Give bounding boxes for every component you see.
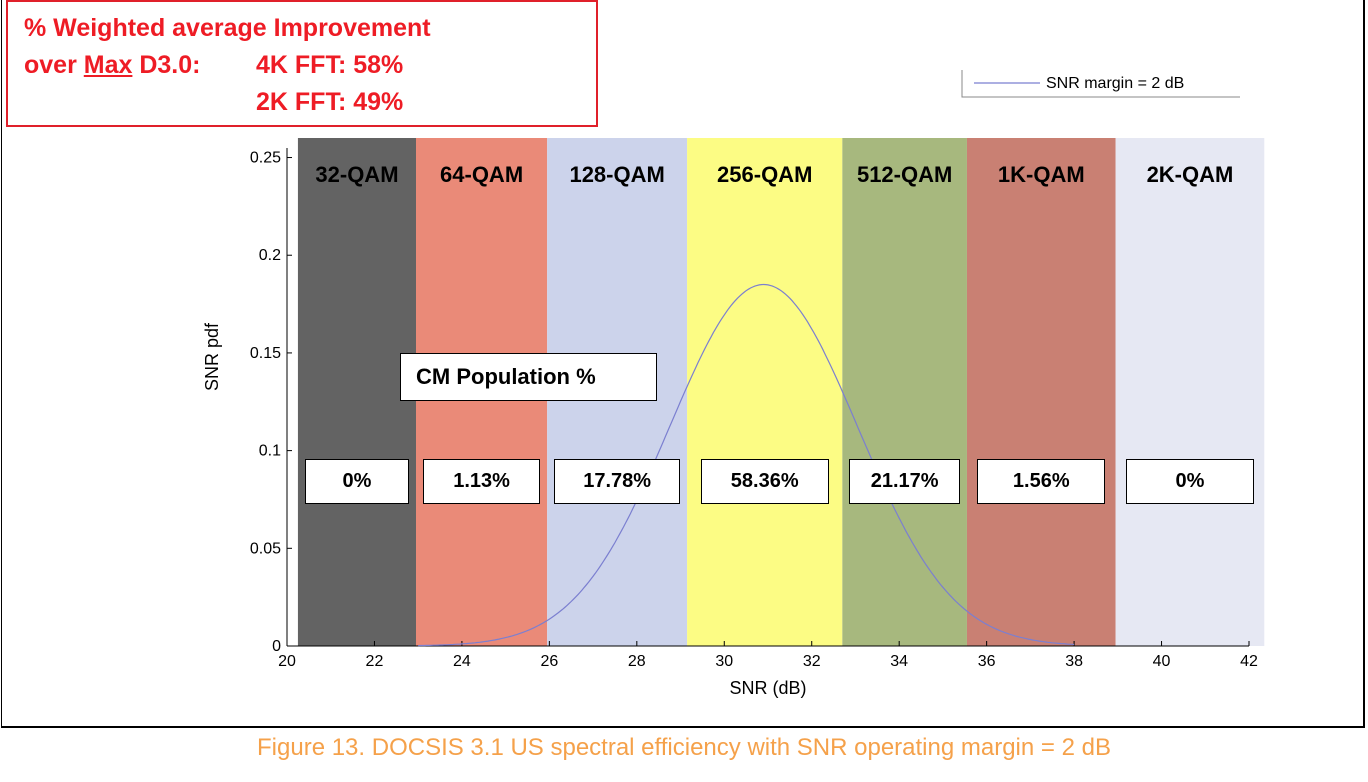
- x-tick-label: 20: [278, 653, 296, 670]
- modulation-bands: [297, 138, 1265, 646]
- band-1k-qam: [966, 138, 1116, 646]
- x-tick-label: 34: [890, 653, 908, 670]
- y-tick-label: 0.25: [250, 150, 281, 167]
- band-label: 256-QAM: [717, 162, 813, 187]
- axes: 20 22 24 26 28 30 32 34 36 38 40 42 0 0.05 0.1 0.15 0.2 0…: [202, 148, 1258, 698]
- x-tick-label: 26: [540, 653, 558, 670]
- x-tick-label: 32: [803, 653, 821, 670]
- y-tick-label: 0.05: [250, 540, 281, 557]
- percent-box: 58.36%: [700, 459, 829, 504]
- y-tick-label: 0.15: [250, 345, 281, 362]
- band-label: 64-QAM: [440, 162, 524, 187]
- y-tick-label: 0.2: [259, 247, 281, 264]
- y-tick-label: 0.1: [259, 443, 281, 460]
- curve-layer: [418, 283, 1075, 647]
- band-label: 128-QAM: [569, 162, 665, 187]
- callout-line1: % Weighted average Improvement: [24, 14, 431, 42]
- legend: SNR margin = 2 dB: [961, 70, 1240, 98]
- x-axis-label: SNR (dB): [729, 678, 806, 698]
- band-32-qam: [297, 138, 416, 646]
- band-label: 1K-QAM: [997, 162, 1085, 187]
- percent-box: 21.17%: [849, 459, 960, 504]
- x-tick-label: 30: [715, 653, 733, 670]
- x-tick-label: 28: [628, 653, 646, 670]
- snr-pdf-chart: 20 22 24 26 28 30 32 34 36 38 40 42 0 0.05 0.1 0.15 0.2 0…: [202, 70, 1265, 698]
- band-label: 32-QAM: [315, 162, 399, 187]
- percent-box: 1.56%: [977, 459, 1106, 504]
- y-axis-label: SNR pdf: [202, 322, 222, 391]
- population-label: CM Population %: [400, 353, 657, 401]
- callout-4k-fft: 4K FFT: 58%: [256, 51, 404, 79]
- percent-box: 17.78%: [554, 459, 681, 504]
- band-2k-qam: [1115, 138, 1265, 646]
- callout-2k-fft: 2K FFT: 49%: [256, 88, 404, 116]
- x-tick-label: 22: [366, 653, 384, 670]
- band-label: 2K-QAM: [1146, 162, 1234, 187]
- x-tick-label: 24: [453, 653, 471, 670]
- callout-line2: over Max D3.0:: [24, 51, 201, 79]
- percent-box: 1.13%: [422, 459, 541, 504]
- x-tick-label: 38: [1065, 653, 1083, 670]
- figure-caption: Figure 13. DOCSIS 3.1 US spectral effici…: [257, 734, 1111, 761]
- legend-label: SNR margin = 2 dB: [1046, 75, 1184, 92]
- band-label: 512-QAM: [856, 162, 953, 187]
- percent-box: 0%: [1125, 459, 1254, 504]
- legend-border: [961, 70, 1240, 98]
- percent-box: 0%: [304, 459, 409, 504]
- x-tick-label: 40: [1153, 653, 1171, 670]
- y-tick-label: 0: [272, 638, 281, 655]
- x-tick-label: 42: [1240, 653, 1258, 670]
- improvement-callout: % Weighted average Improvement over Max …: [6, 0, 598, 127]
- band-256-qam: [687, 138, 843, 646]
- figure-frame: [1, 0, 1365, 728]
- pdf-curve: [418, 283, 1075, 647]
- x-tick-label: 36: [978, 653, 996, 670]
- band-512-qam: [842, 138, 967, 646]
